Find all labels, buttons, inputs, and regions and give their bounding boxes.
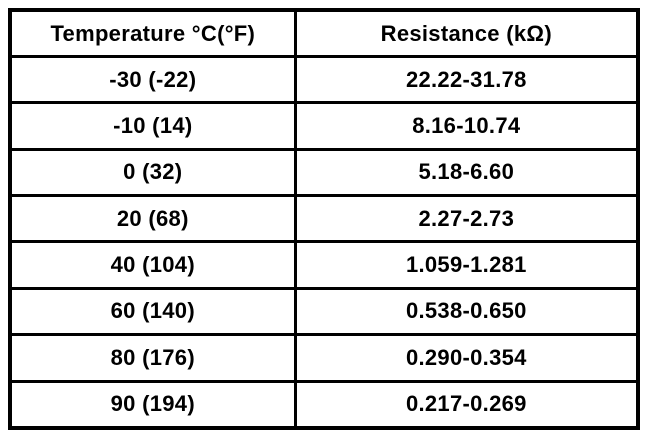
table-row: -30 (-22) 22.22-31.78 <box>8 54 640 105</box>
column-header-temperature: Temperature °C(°F) <box>8 8 297 58</box>
table-body: -30 (-22) 22.22-31.78 -10 (14) 8.16-10.7… <box>8 54 640 430</box>
column-header-resistance: Resistance (kΩ) <box>293 8 640 58</box>
table-header: Temperature °C(°F) Resistance (kΩ) <box>8 8 640 58</box>
temperature-cell: 40 (104) <box>8 240 297 290</box>
temperature-cell: -10 (14) <box>8 101 297 151</box>
table-row: 90 (194) 0.217-0.269 <box>8 379 640 430</box>
resistance-cell: 0.538-0.650 <box>293 286 640 337</box>
temperature-cell: 60 (140) <box>8 286 297 337</box>
temperature-cell: -30 (-22) <box>8 54 297 105</box>
temperature-cell: 80 (176) <box>8 333 297 383</box>
resistance-cell: 5.18-6.60 <box>293 147 640 198</box>
resistance-cell: 0.290-0.354 <box>293 333 640 383</box>
table-row: -10 (14) 8.16-10.74 <box>8 101 640 151</box>
resistance-cell: 22.22-31.78 <box>293 54 640 105</box>
header-row: Temperature °C(°F) Resistance (kΩ) <box>8 8 640 58</box>
resistance-cell: 1.059-1.281 <box>293 240 640 290</box>
table-row: 80 (176) 0.290-0.354 <box>8 333 640 383</box>
temperature-cell: 90 (194) <box>8 379 297 430</box>
table-row: 60 (140) 0.538-0.650 <box>8 286 640 337</box>
resistance-cell: 2.27-2.73 <box>293 194 640 244</box>
temperature-cell: 20 (68) <box>8 194 297 244</box>
temperature-resistance-table: Temperature °C(°F) Resistance (kΩ) -30 (… <box>8 8 640 430</box>
resistance-cell: 0.217-0.269 <box>293 379 640 430</box>
table-row: 0 (32) 5.18-6.60 <box>8 147 640 198</box>
resistance-cell: 8.16-10.74 <box>293 101 640 151</box>
temperature-cell: 0 (32) <box>8 147 297 198</box>
table-row: 20 (68) 2.27-2.73 <box>8 194 640 244</box>
table-row: 40 (104) 1.059-1.281 <box>8 240 640 290</box>
